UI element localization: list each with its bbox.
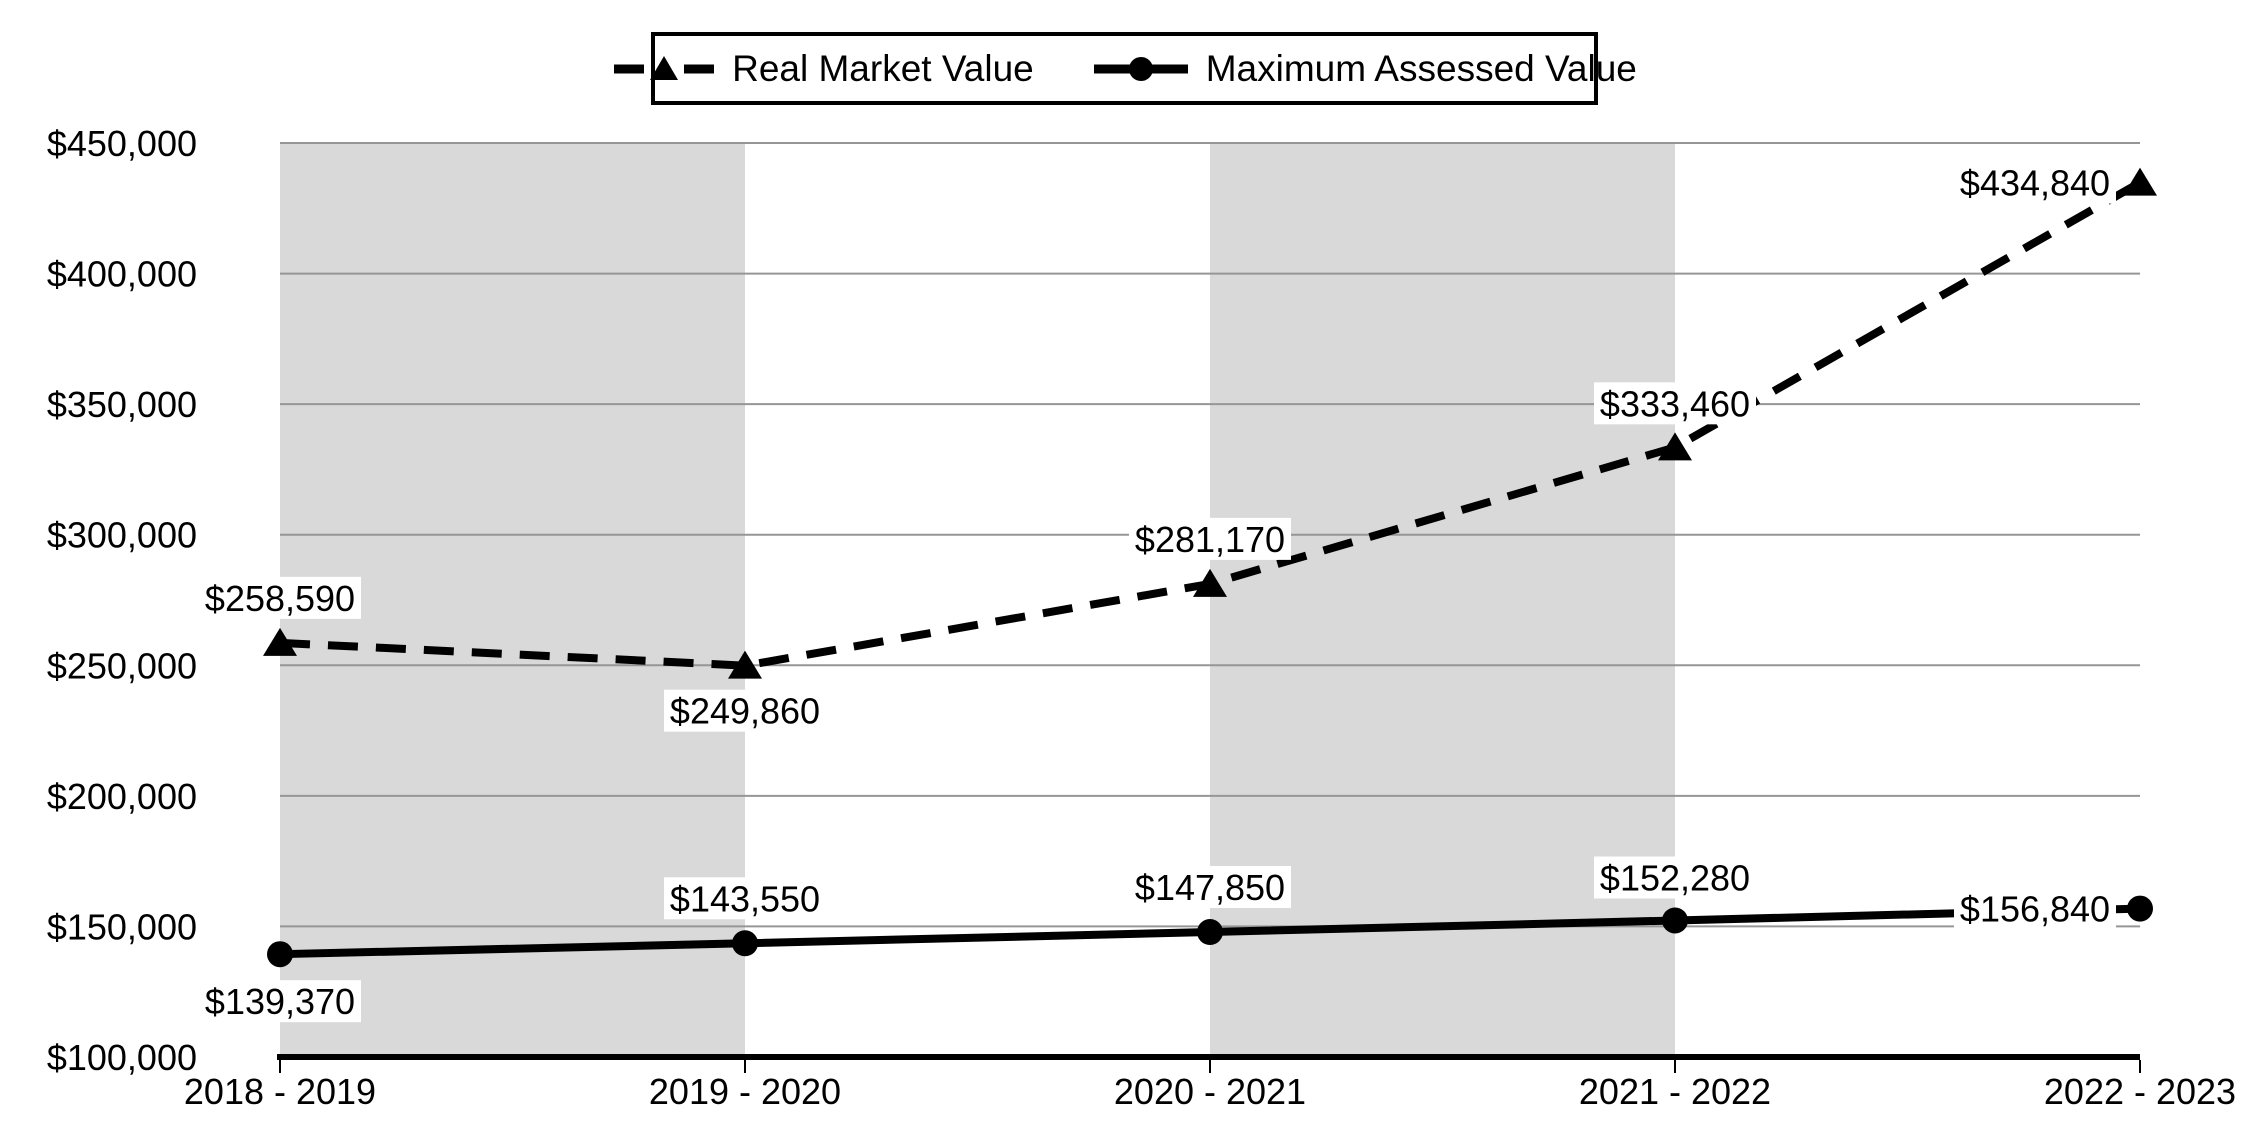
data-point-marker <box>1197 919 1223 946</box>
y-axis-label: $400,000 <box>47 254 197 295</box>
x-axis-label: 2020 - 2021 <box>1114 1071 1306 1112</box>
data-point-marker <box>2127 895 2153 922</box>
legend-item-maximum-assessed-value: Maximum Assessed Value <box>1092 48 1637 90</box>
y-axis-label: $200,000 <box>47 776 197 817</box>
data-label-background <box>1594 856 1756 899</box>
y-axis-label: $350,000 <box>47 384 197 425</box>
legend-label: Real Market Value <box>732 47 1034 89</box>
legend-item-real-market-value: Real Market Value <box>612 48 1034 90</box>
data-label: $333,460 <box>1600 383 1750 424</box>
data-label-background <box>199 980 361 1023</box>
data-label-background <box>1129 517 1291 560</box>
x-axis-label: 2022 - 2023 <box>2044 1071 2236 1112</box>
y-axis-label: $100,000 <box>47 1037 197 1078</box>
dashed-line-triangle-marker-icon <box>614 55 715 80</box>
x-axis-label: 2021 - 2022 <box>1579 1071 1771 1112</box>
y-axis-label: $250,000 <box>47 645 197 686</box>
data-label-background <box>199 576 361 619</box>
data-label: $156,840 <box>1960 889 2110 930</box>
data-label: $152,280 <box>1600 857 1750 898</box>
data-label: $281,170 <box>1135 519 1285 560</box>
x-axis-label: 2019 - 2020 <box>649 1071 841 1112</box>
y-axis-label: $450,000 <box>47 123 197 164</box>
y-axis-label: $300,000 <box>47 515 197 556</box>
legend: Real Market Value Maximum Assessed Value <box>614 32 1637 105</box>
data-label-background <box>1129 866 1291 909</box>
data-label: $143,550 <box>670 878 820 919</box>
data-point-marker <box>1662 907 1688 934</box>
data-point-marker <box>267 941 293 968</box>
data-point-marker <box>1658 432 1692 461</box>
data-label-background <box>1954 161 2116 204</box>
data-label: $147,850 <box>1135 867 1285 908</box>
data-label: $249,860 <box>670 691 820 732</box>
data-label: $434,840 <box>1960 163 2110 204</box>
data-label-background <box>664 877 826 920</box>
data-label-background <box>1594 382 1756 425</box>
data-label: $139,370 <box>205 981 355 1022</box>
data-point-marker <box>1193 568 1227 597</box>
data-point-marker <box>728 650 762 679</box>
legend-label: Maximum Assessed Value <box>1205 47 1637 89</box>
solid-line-circle-marker-icon <box>1093 56 1188 81</box>
data-point-marker <box>2123 167 2157 196</box>
data-label-background <box>1954 887 2116 930</box>
data-label-background <box>664 689 826 732</box>
x-axis-label: 2018 - 2019 <box>184 1071 376 1112</box>
y-axis-label: $150,000 <box>47 906 197 947</box>
data-point-marker <box>263 627 297 656</box>
data-label: $258,590 <box>205 578 355 619</box>
data-point-marker <box>732 930 758 957</box>
